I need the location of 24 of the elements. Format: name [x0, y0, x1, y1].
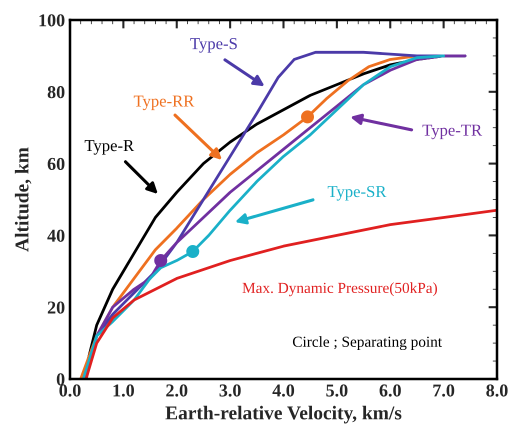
x-tick-label: 0.0: [59, 384, 81, 397]
annotation: Type-R: [84, 140, 134, 155]
x-tick-label: 3.0: [220, 384, 241, 397]
y-tick-label: 40: [47, 230, 64, 242]
x-axis-title: Earth-relative Velocity, km/s: [165, 406, 402, 424]
annotation: Circle ; Separating point: [292, 336, 442, 350]
x-tick-label: 1.0: [114, 384, 134, 397]
x-tick-label: 6.0: [380, 384, 401, 397]
annotation: Type-SR: [328, 186, 386, 201]
y-tick-label: 60: [48, 158, 64, 170]
y-tick-label: 20: [48, 301, 64, 314]
x-tick-label: 7.0: [433, 384, 454, 397]
y-tick-label: 0: [56, 373, 64, 386]
x-tick-label: 5.0: [326, 384, 348, 397]
x-tick-label: 4.0: [272, 384, 294, 397]
annotation: Max. Dynamic Pressure(50kPa): [242, 282, 437, 296]
y-tick-label: 100: [40, 14, 64, 26]
annotation: Type-RR: [134, 96, 194, 110]
annotation: Type-S: [190, 38, 237, 53]
y-axis-title: Altitude, km: [14, 147, 32, 252]
x-tick-label: 2.0: [166, 384, 188, 397]
x-tick-label: 8.0: [486, 384, 508, 397]
y-tick-label: 80: [48, 86, 64, 98]
annotation: Type-TR: [422, 124, 482, 140]
